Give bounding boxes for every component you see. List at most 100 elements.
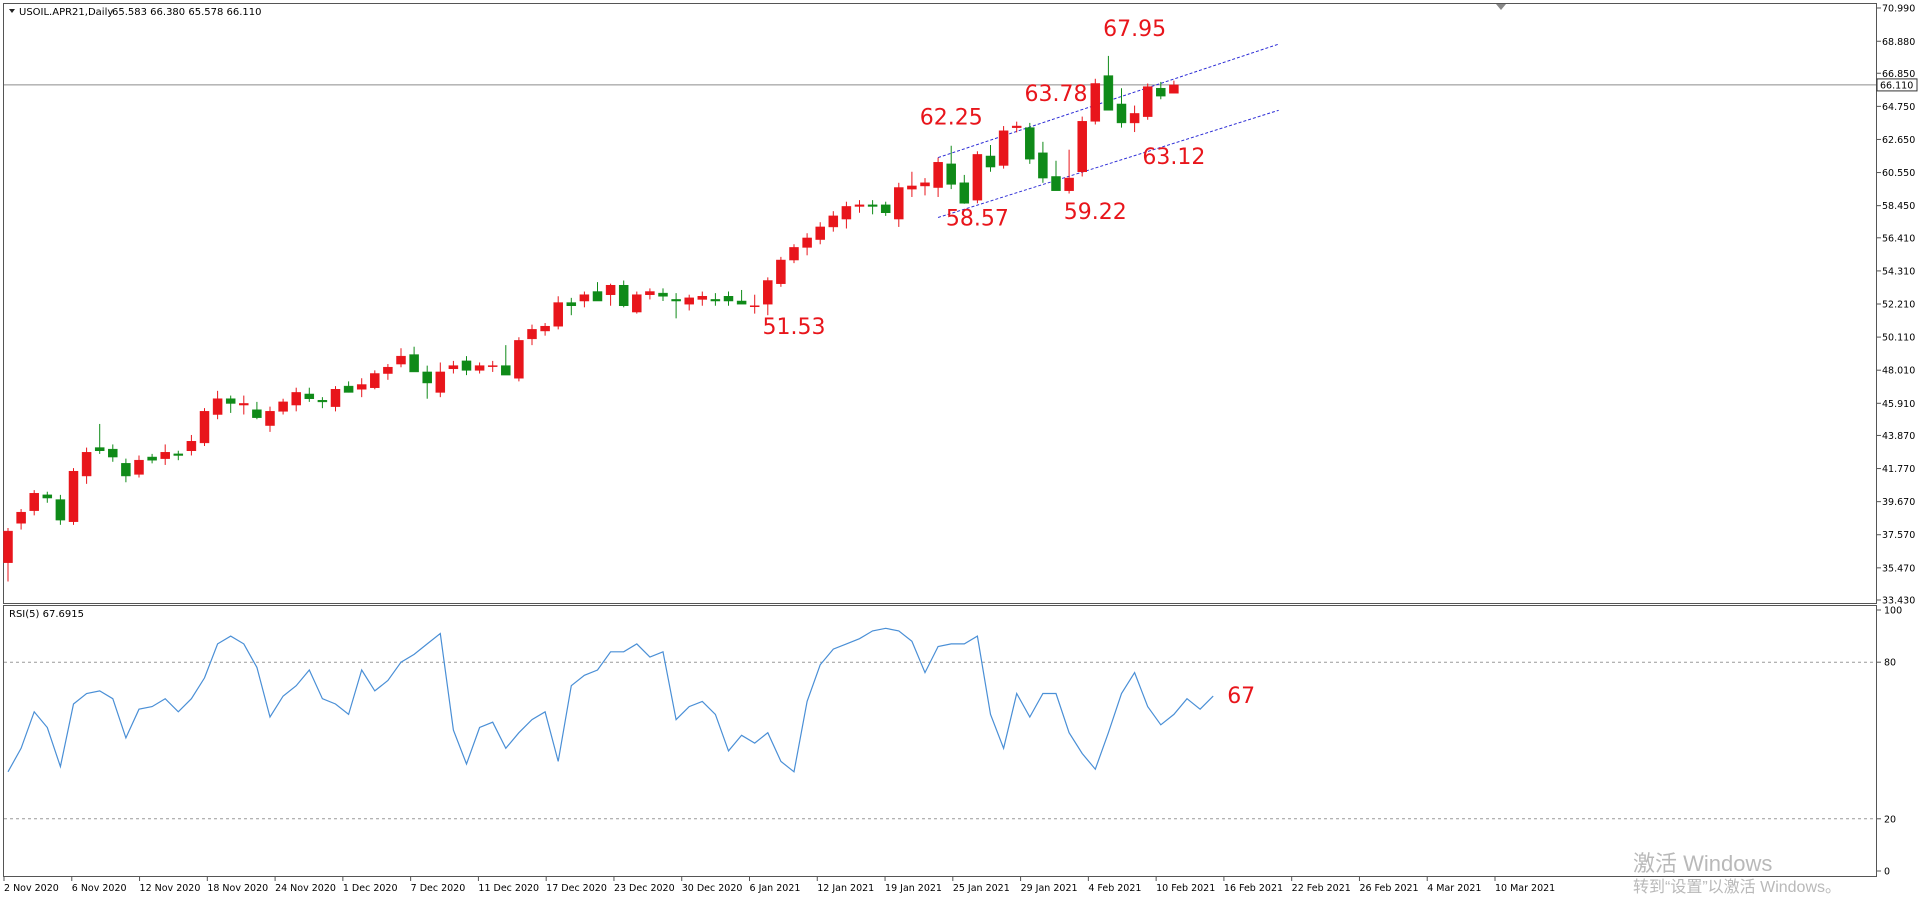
candle-body[interactable] bbox=[409, 354, 419, 373]
candle-body[interactable] bbox=[186, 441, 197, 451]
candle-body[interactable] bbox=[1116, 103, 1127, 124]
candle-body[interactable] bbox=[1051, 176, 1061, 191]
candle-body[interactable] bbox=[3, 530, 13, 563]
candle-body[interactable] bbox=[173, 453, 184, 456]
candle-body[interactable] bbox=[972, 154, 983, 201]
candle-body[interactable] bbox=[1064, 177, 1074, 191]
candle-body[interactable] bbox=[501, 365, 511, 376]
candle-body[interactable] bbox=[1090, 83, 1101, 122]
candle-body[interactable] bbox=[304, 393, 315, 399]
candle-body[interactable] bbox=[763, 280, 773, 305]
candle-body[interactable] bbox=[225, 398, 236, 404]
candle-body[interactable] bbox=[618, 284, 629, 306]
candle-body[interactable] bbox=[684, 297, 694, 305]
candle-body[interactable] bbox=[134, 459, 144, 475]
candle-body[interactable] bbox=[841, 206, 852, 220]
candle-body[interactable] bbox=[605, 284, 616, 295]
candle-body[interactable] bbox=[802, 237, 812, 248]
candle-body[interactable] bbox=[736, 300, 747, 305]
candle-body[interactable] bbox=[880, 204, 891, 213]
candle-body[interactable] bbox=[448, 365, 459, 370]
watermark-line1: 激活 Windows bbox=[1633, 851, 1773, 876]
candle-body[interactable] bbox=[579, 294, 590, 302]
candle-body[interactable] bbox=[645, 291, 655, 295]
candle-body[interactable] bbox=[370, 373, 380, 388]
candle-body[interactable] bbox=[776, 259, 786, 284]
candle-body[interactable] bbox=[592, 291, 603, 302]
candle-body[interactable] bbox=[278, 401, 288, 412]
candle-body[interactable] bbox=[933, 162, 943, 188]
candle-body[interactable] bbox=[160, 452, 170, 459]
candle-body[interactable] bbox=[81, 452, 92, 477]
candle-body[interactable] bbox=[985, 155, 996, 168]
candle-body[interactable] bbox=[854, 204, 865, 207]
candle-body[interactable] bbox=[1129, 113, 1140, 124]
candle-body[interactable] bbox=[212, 398, 223, 415]
candle-body[interactable] bbox=[474, 365, 485, 371]
candle-body[interactable] bbox=[291, 392, 301, 406]
candle-body[interactable] bbox=[658, 292, 668, 297]
rsi-pane[interactable] bbox=[3, 605, 1877, 877]
candle-body[interactable] bbox=[710, 299, 721, 302]
candle-body[interactable] bbox=[121, 463, 131, 477]
candle-body[interactable] bbox=[199, 411, 210, 444]
candle-body[interactable] bbox=[697, 296, 708, 300]
candle-body[interactable] bbox=[1038, 152, 1048, 179]
collapse-arrow-icon[interactable] bbox=[9, 9, 15, 13]
candle-body[interactable] bbox=[396, 355, 406, 365]
candle-body[interactable] bbox=[29, 493, 39, 511]
candle-body[interactable] bbox=[1103, 75, 1114, 111]
scroll-marker-icon[interactable] bbox=[1496, 4, 1506, 10]
candle-body[interactable] bbox=[94, 447, 105, 451]
candle-body[interactable] bbox=[422, 371, 432, 384]
candle-body[interactable] bbox=[946, 163, 956, 185]
candle-body[interactable] bbox=[894, 187, 904, 220]
candle-body[interactable] bbox=[1169, 84, 1179, 94]
candle-body[interactable] bbox=[252, 409, 262, 418]
candle-body[interactable] bbox=[867, 204, 878, 207]
candle-body[interactable] bbox=[435, 371, 446, 393]
candle-body[interactable] bbox=[632, 294, 642, 313]
candle-body[interactable] bbox=[789, 247, 799, 261]
candle-body[interactable] bbox=[16, 511, 26, 524]
candle-body[interactable] bbox=[959, 182, 970, 204]
candle-body[interactable] bbox=[566, 302, 577, 306]
candle-body[interactable] bbox=[815, 226, 825, 240]
candle-body[interactable] bbox=[920, 182, 930, 187]
price-annotation: 58.57 bbox=[946, 206, 1009, 231]
candle-body[interactable] bbox=[461, 360, 472, 371]
candle-body[interactable] bbox=[671, 299, 681, 302]
candle-body[interactable] bbox=[1025, 127, 1035, 160]
candle-body[interactable] bbox=[723, 296, 734, 302]
date-axis-label: 17 Dec 2020 bbox=[546, 883, 607, 894]
candle-body[interactable] bbox=[1077, 121, 1087, 173]
candle-body[interactable] bbox=[487, 365, 498, 367]
candle-body[interactable] bbox=[108, 448, 118, 458]
candle-body[interactable] bbox=[68, 470, 79, 522]
candle-body[interactable] bbox=[1156, 87, 1166, 97]
candle-body[interactable] bbox=[330, 389, 341, 407]
candle-body[interactable] bbox=[265, 411, 275, 426]
candle-body[interactable] bbox=[749, 305, 760, 307]
candle-body[interactable] bbox=[527, 329, 537, 340]
candle-body[interactable] bbox=[317, 400, 328, 403]
price-axis-label: 50.110 bbox=[1882, 333, 1915, 344]
price-axis-label: 45.910 bbox=[1882, 399, 1915, 410]
candle-body[interactable] bbox=[55, 499, 66, 521]
candle-body[interactable] bbox=[907, 185, 917, 190]
candle-body[interactable] bbox=[1142, 86, 1153, 117]
candle-body[interactable] bbox=[998, 130, 1009, 166]
candle-body[interactable] bbox=[356, 384, 367, 390]
candle-body[interactable] bbox=[42, 494, 53, 499]
candle-body[interactable] bbox=[828, 215, 839, 228]
candle-body[interactable] bbox=[239, 403, 249, 406]
candle-body[interactable] bbox=[147, 456, 157, 461]
candle-body[interactable] bbox=[383, 366, 393, 374]
candle-body[interactable] bbox=[343, 385, 354, 393]
candle-body[interactable] bbox=[553, 302, 563, 327]
candle-body[interactable] bbox=[514, 340, 524, 379]
price-pane[interactable] bbox=[3, 3, 1877, 604]
candle-body[interactable] bbox=[1011, 125, 1022, 128]
candle-body[interactable] bbox=[540, 325, 550, 332]
